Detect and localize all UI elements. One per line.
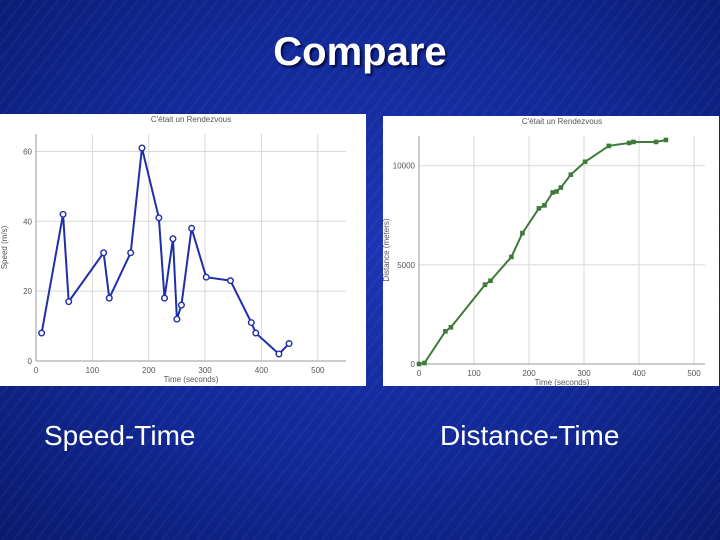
speed-data-point	[127, 249, 135, 257]
distance-data-point	[542, 203, 547, 208]
distance-y-tick-label: 10000	[393, 162, 416, 171]
distance-x-tick-label: 400	[632, 369, 646, 378]
speed-x-tick-label: 300	[198, 366, 212, 375]
speed-data-point	[155, 214, 163, 222]
speed-data-point	[138, 144, 146, 152]
distance-data-point	[488, 278, 493, 284]
distance-data-point	[422, 360, 427, 366]
distance-chart-title: C'était un Rendezvous	[522, 117, 602, 126]
speed-data-point	[161, 294, 169, 302]
distance-x-tick-label: 200	[522, 369, 536, 378]
distance-data-point	[520, 230, 525, 236]
distance-data-point	[482, 282, 488, 287]
distance-data-point	[606, 143, 612, 149]
speed-data-point	[285, 340, 293, 348]
speed-data-point	[100, 249, 108, 257]
speed-chart-title: C'était un Rendezvous	[151, 115, 231, 124]
distance-data-point	[582, 159, 588, 165]
slide-title: Compare	[273, 30, 447, 74]
distance-time-caption: Distance-Time	[440, 420, 620, 451]
distance-data-point	[550, 190, 555, 195]
distance-data-point	[568, 172, 574, 177]
speed-data-point	[188, 224, 196, 232]
distance-data-point	[416, 361, 422, 367]
speed-data-point	[173, 315, 181, 323]
distance-y-tick-label: 5000	[397, 261, 415, 270]
speed-time-chart: C'était un Rendezvous 0 100 200 300 400 500 0 20…	[0, 114, 366, 386]
speed-data-point	[169, 235, 177, 243]
distance-data-point	[631, 139, 636, 145]
speed-x-tick-label: 0	[34, 366, 39, 375]
speed-time-caption: Speed-Time	[44, 420, 196, 451]
speed-y-tick-label: 40	[23, 217, 32, 226]
distance-data-point	[653, 139, 659, 145]
distance-data-point	[448, 325, 454, 330]
speed-time-chart-svg: C'était un Rendezvous 0 100 200 300 400 500 0 20…	[0, 115, 346, 384]
speed-data-point	[59, 210, 67, 218]
distance-x-tick-label: 100	[467, 369, 481, 378]
speed-data-point	[252, 329, 260, 337]
speed-x-tick-label: 100	[86, 366, 100, 375]
distance-data-point	[554, 189, 559, 194]
distance-x-tick-label: 500	[687, 369, 701, 378]
distance-data-point	[626, 140, 632, 146]
speed-y-tick-label: 20	[23, 287, 32, 296]
speed-x-tick-label: 200	[142, 366, 156, 375]
distance-x-tick-label: 0	[417, 369, 422, 378]
distance-x-tick-label: 300	[577, 369, 591, 378]
distance-data-point	[536, 206, 542, 211]
distance-y-tick-label: 0	[411, 360, 416, 369]
speed-x-tick-label: 400	[255, 366, 269, 375]
distance-data-point	[509, 254, 514, 260]
speed-data-point	[202, 273, 210, 281]
speed-y-axis-label: Speed (m/s)	[0, 225, 9, 269]
distance-data-point	[443, 328, 448, 334]
speed-data-point	[38, 329, 46, 337]
speed-data-point	[177, 301, 185, 309]
distance-series-line	[418, 138, 667, 365]
speed-y-tick-label: 60	[23, 147, 32, 156]
speed-data-point	[275, 350, 283, 358]
speed-data-point	[105, 294, 113, 302]
speed-y-tick-label: 0	[28, 357, 33, 366]
speed-x-tick-label: 500	[311, 366, 325, 375]
speed-data-point	[226, 277, 234, 285]
distance-time-chart: C'était un Rendezvous 0 100 200 300 400 500 0 50…	[383, 116, 719, 386]
speed-data-point	[65, 298, 73, 306]
distance-y-axis-label: Distance (meters)	[383, 218, 391, 281]
distance-data-point	[663, 137, 669, 143]
distance-data-point	[558, 185, 564, 190]
distance-x-axis-label: Time (seconds)	[535, 378, 590, 386]
speed-x-axis-label: Time (seconds)	[164, 375, 219, 384]
speed-data-point	[247, 319, 255, 327]
